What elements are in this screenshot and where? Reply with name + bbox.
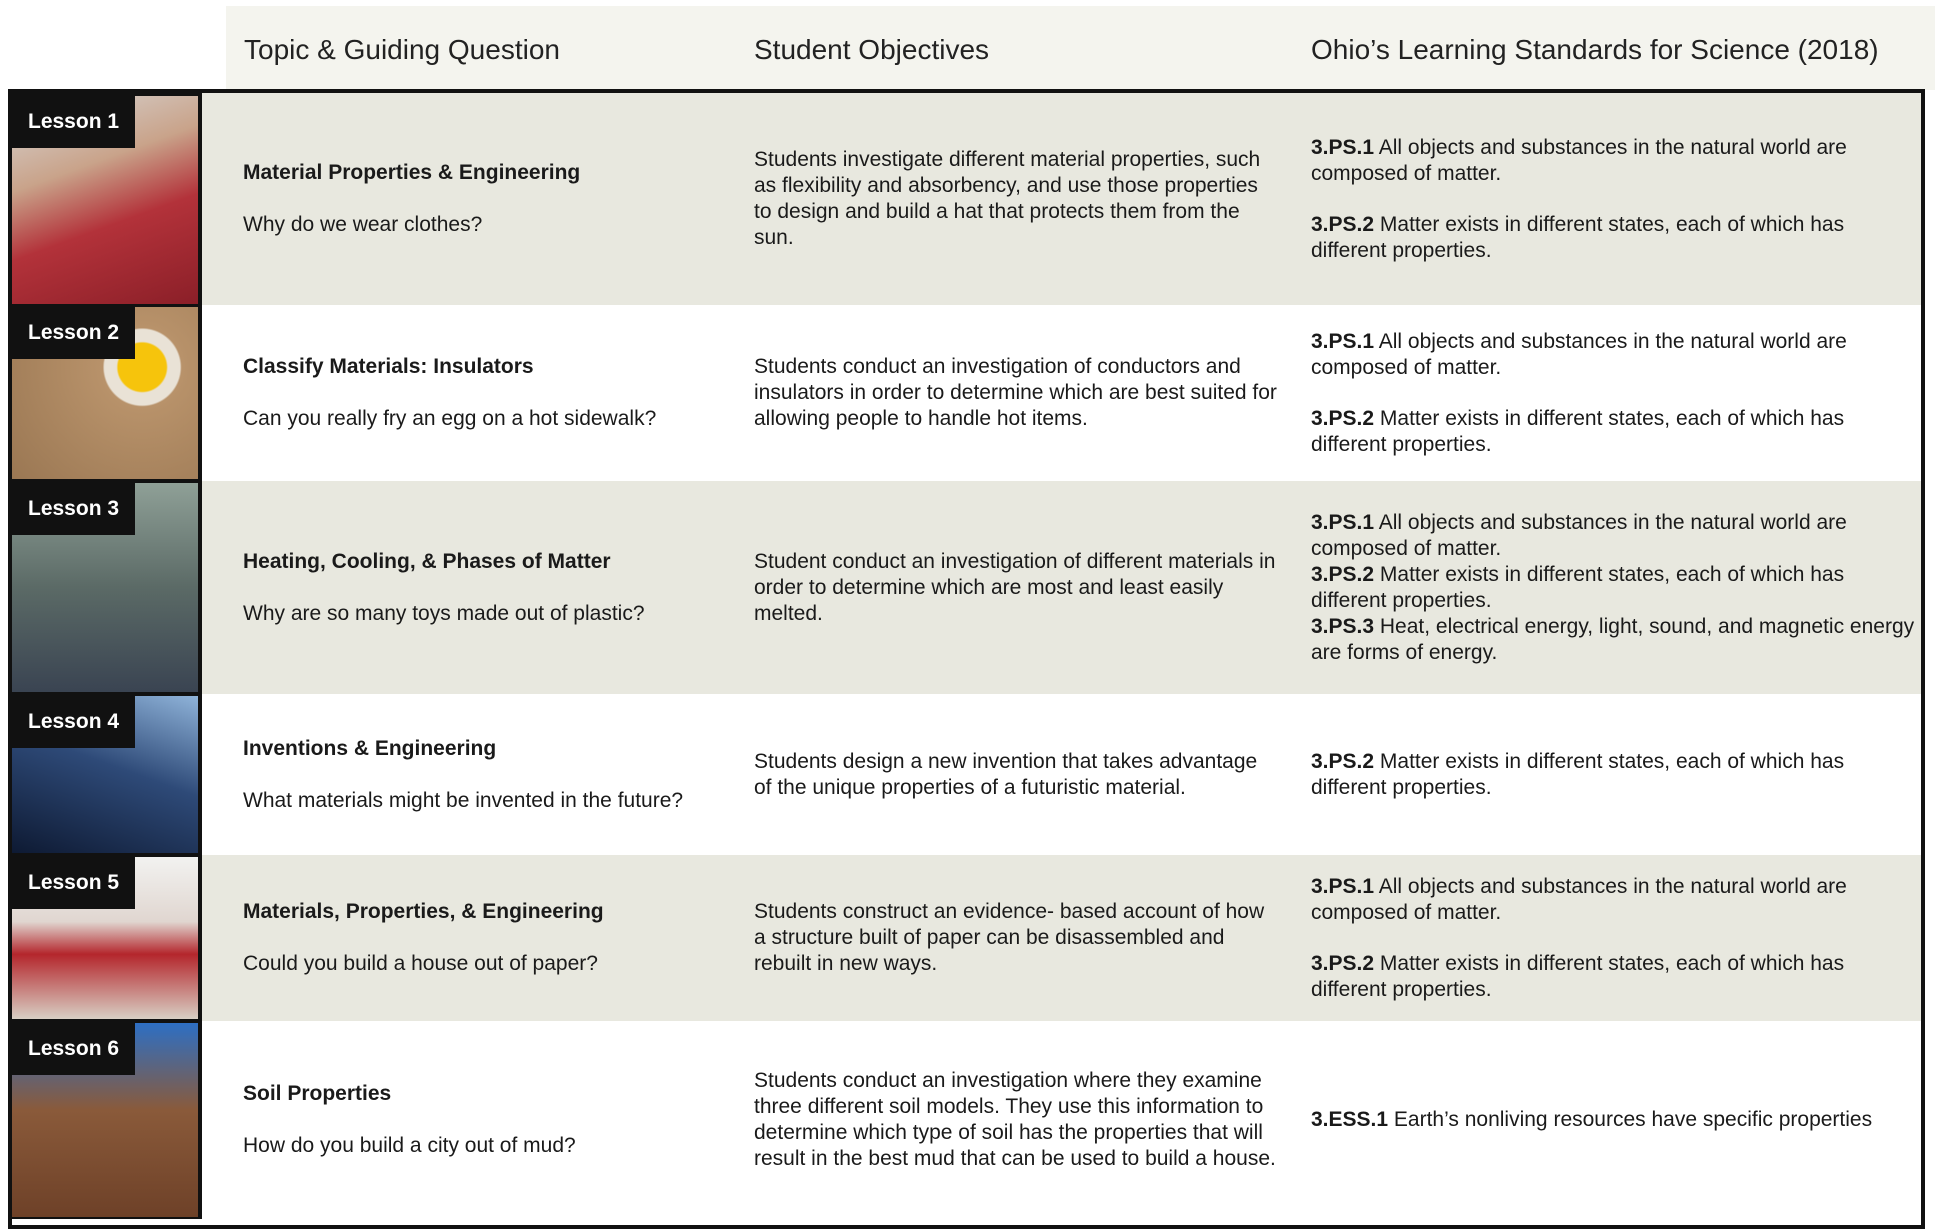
standard-text: Matter exists in different states, each … (1311, 406, 1845, 456)
standard-text: All objects and substances in the natura… (1311, 874, 1847, 924)
objective-cell: Students investigate different material … (754, 93, 1279, 305)
lesson-label: Lesson 4 (12, 696, 136, 748)
standard-text: All objects and substances in the natura… (1311, 329, 1847, 379)
topic-title: Inventions & Engineering (243, 736, 497, 760)
standard: 3.ESS.1 Earth’s nonliving resources have… (1311, 1107, 1921, 1133)
guiding-question: Could you build a house out of paper? (243, 952, 598, 975)
lesson-thumbnail: Lesson 4 (12, 696, 198, 853)
topic-title: Heating, Cooling, & Phases of Matter (243, 549, 611, 573)
standard-code: 3.PS.2 (1311, 749, 1375, 773)
standard-code: 3.PS.1 (1311, 135, 1375, 159)
guiding-question: Why are so many toys made out of plastic… (243, 601, 645, 625)
topic-title: Soil Properties (243, 1082, 392, 1105)
topic-cell: Soil Properties How do you build a city o… (243, 1021, 743, 1219)
standard-text: Heat, electrical energy, light, sound, a… (1311, 614, 1915, 664)
standard-text: All objects and substances in the natura… (1311, 135, 1847, 185)
column-header: Topic & Guiding Question (244, 34, 560, 65)
standards-cell: 3.PS.1 All objects and substances in the… (1311, 305, 1921, 481)
standard-text: All objects and substances in the natura… (1311, 510, 1847, 560)
standard: 3.PS.2 Matter exists in different states… (1311, 951, 1921, 1003)
lesson-thumbnail: Lesson 2 (12, 307, 198, 479)
column-header: Ohio’s Learning Standards for Science (2… (1311, 34, 1879, 65)
objective-text: Students conduct an investigation where … (754, 1069, 1276, 1170)
lesson-thumbnail: Lesson 1 (12, 96, 198, 304)
standard-code: 3.PS.2 (1311, 406, 1375, 430)
lesson-thumbnail: Lesson 5 (12, 857, 198, 1019)
lesson-thumbnail: Lesson 3 (12, 483, 198, 692)
topic-title: Material Properties & Engineering (243, 161, 581, 184)
standard-code: 3.PS.2 (1311, 562, 1375, 586)
guiding-question: How do you build a city out of mud? (243, 1134, 576, 1157)
objective-cell: Students construct an evidence- based ac… (754, 855, 1279, 1021)
standard-text: Matter exists in different states, each … (1311, 749, 1845, 799)
guiding-question: Why do we wear clothes? (243, 213, 483, 236)
table-header: Topic & Guiding Question Student Objecti… (226, 6, 1935, 90)
lesson-label: Lesson 1 (12, 96, 136, 148)
standards-cell: 3.PS.1 All objects and substances in the… (1311, 481, 1921, 694)
standard-code: 3.PS.1 (1311, 874, 1375, 898)
standard-code: 3.PS.1 (1311, 510, 1375, 534)
lesson-label: Lesson 3 (12, 483, 136, 535)
guiding-question: Can you really fry an egg on a hot sidew… (243, 407, 657, 430)
standard-code: 3.PS.2 (1311, 212, 1375, 236)
standard-text: Matter exists in different states, each … (1311, 212, 1845, 262)
topic-title: Materials, Properties, & Engineering (243, 900, 604, 923)
standard: 3.PS.2 Matter exists in different states… (1311, 406, 1921, 458)
lesson-row: Inventions & Engineering What materials m… (202, 694, 1925, 855)
column-header: Student Objectives (754, 34, 990, 65)
lesson-row: Materials, Properties, & Engineering Coul… (202, 855, 1925, 1021)
standard-code: 3.PS.2 (1311, 951, 1375, 975)
objective-text: Students design a new invention that tak… (754, 749, 1258, 799)
lesson-thumbnail: Lesson 6 (12, 1023, 198, 1217)
standards-cell: 3.PS.1 All objects and substances in the… (1311, 93, 1921, 305)
objective-cell: Students conduct an investigation of con… (754, 305, 1279, 481)
standard: 3.PS.2 Matter exists in different states… (1311, 562, 1921, 614)
standard-code: 3.PS.3 (1311, 614, 1375, 638)
standard: 3.PS.1 All objects and substances in the… (1311, 874, 1921, 926)
objective-cell: Students design a new invention that tak… (754, 694, 1279, 855)
lesson-row: Material Properties & Engineering Why do … (202, 93, 1925, 305)
standards-cell: 3.PS.2 Matter exists in different states… (1311, 694, 1921, 855)
lesson-row: Soil Properties How do you build a city o… (202, 1021, 1925, 1219)
lesson-label: Lesson 6 (12, 1023, 136, 1075)
standard-code: 3.ESS.1 (1311, 1108, 1389, 1131)
objective-cell: Student conduct an investigation of diff… (754, 481, 1279, 694)
standard: 3.PS.2 Matter exists in different states… (1311, 212, 1921, 264)
standards-cell: 3.PS.1 All objects and substances in the… (1311, 855, 1921, 1021)
standards-cell: 3.ESS.1 Earth’s nonliving resources have… (1311, 1021, 1921, 1219)
objective-cell: Students conduct an investigation where … (754, 1021, 1279, 1219)
topic-cell: Material Properties & Engineering Why do … (243, 93, 743, 305)
standard: 3.PS.1 All objects and substances in the… (1311, 329, 1921, 381)
standard: 3.PS.1 All objects and substances in the… (1311, 510, 1921, 562)
topic-cell: Classify Materials: Insulators Can you re… (243, 305, 743, 481)
standard-text: Matter exists in different states, each … (1311, 562, 1845, 612)
standard-code: 3.PS.1 (1311, 329, 1375, 353)
table-frame (8, 89, 1925, 1229)
topic-cell: Heating, Cooling, & Phases of Matter Why … (243, 481, 743, 694)
lesson-label: Lesson 2 (12, 307, 136, 359)
objective-text: Students conduct an investigation of con… (754, 355, 1277, 430)
standard: 3.PS.1 All objects and substances in the… (1311, 135, 1921, 187)
topic-title: Classify Materials: Insulators (243, 355, 534, 378)
standard-text: Earth’s nonliving resources have specifi… (1393, 1108, 1873, 1131)
guiding-question: What materials might be invented in the … (243, 788, 684, 812)
objective-text: Students construct an evidence- based ac… (754, 900, 1265, 975)
objective-text: Students investigate different material … (754, 148, 1261, 249)
lesson-row: Classify Materials: Insulators Can you re… (202, 305, 1925, 481)
topic-cell: Materials, Properties, & Engineering Coul… (243, 855, 743, 1021)
lesson-row: Heating, Cooling, & Phases of Matter Why … (202, 481, 1925, 694)
objective-text: Student conduct an investigation of diff… (754, 549, 1276, 625)
standard: 3.PS.2 Matter exists in different states… (1311, 749, 1921, 801)
topic-cell: Inventions & Engineering What materials m… (243, 694, 743, 855)
standard: 3.PS.3 Heat, electrical energy, light, s… (1311, 614, 1921, 666)
lesson-label: Lesson 5 (12, 857, 136, 909)
standard-text: Matter exists in different states, each … (1311, 951, 1845, 1001)
